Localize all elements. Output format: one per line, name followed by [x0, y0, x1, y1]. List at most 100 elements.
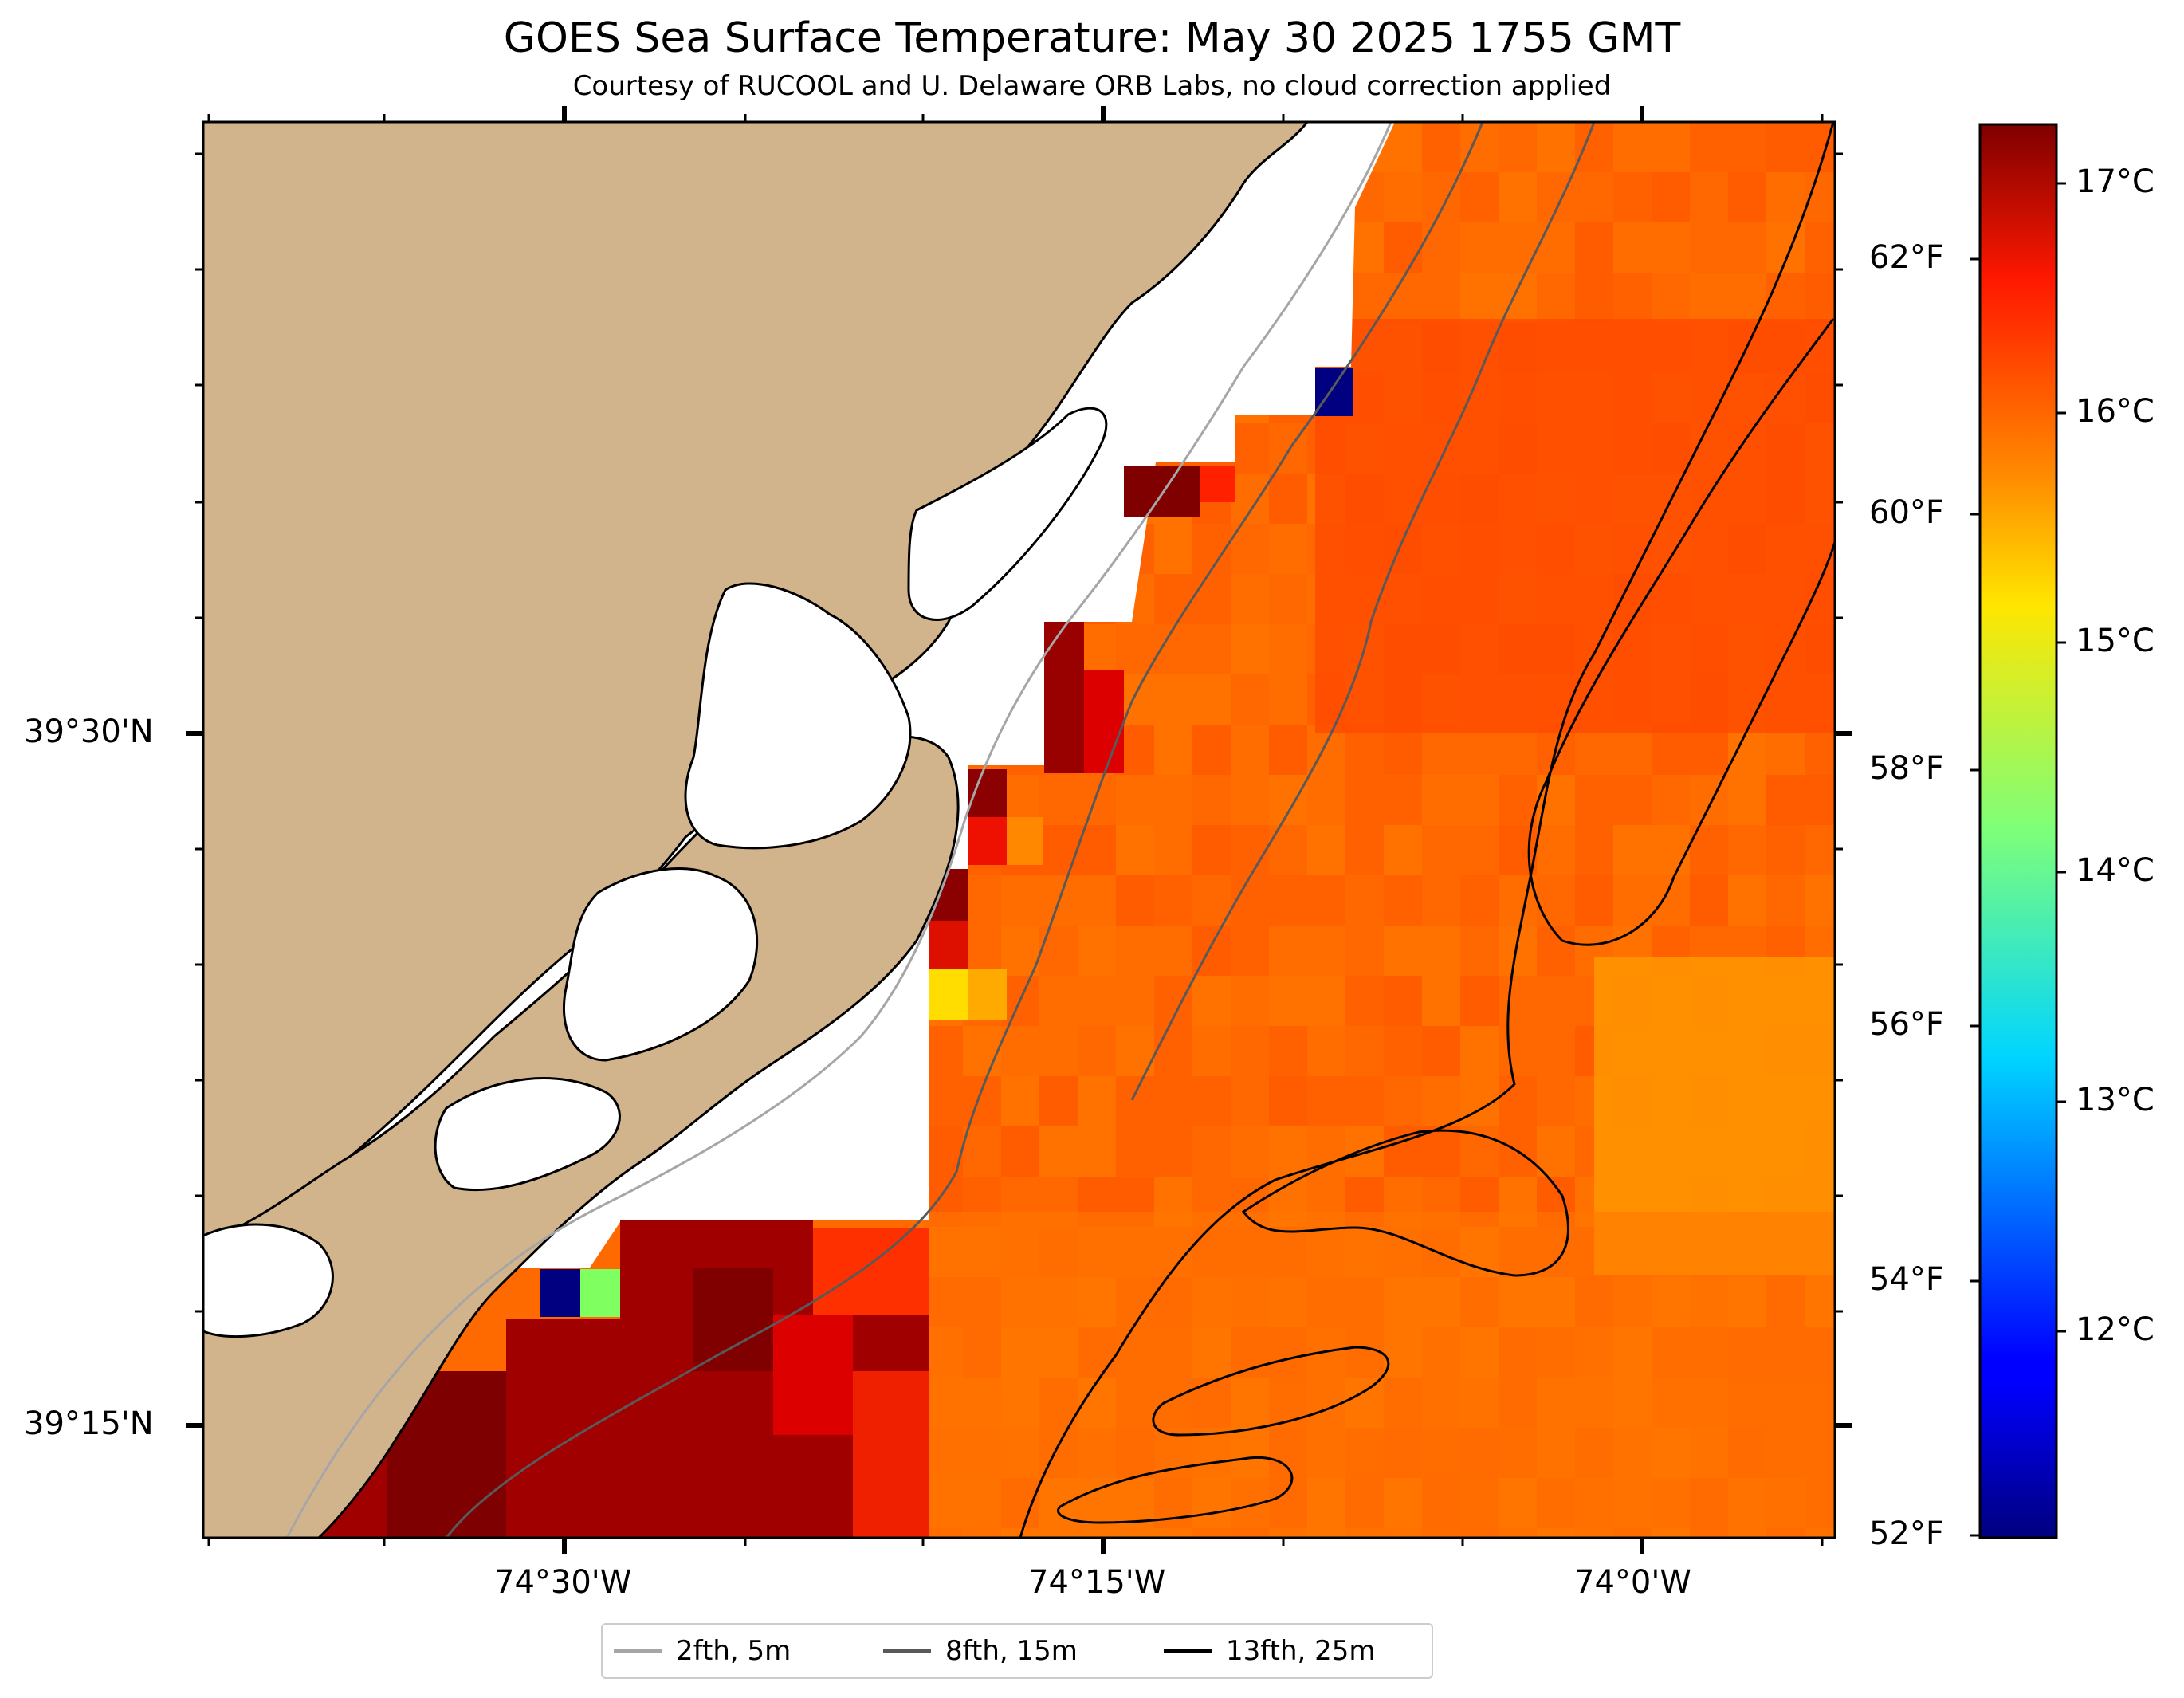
sst-pixel	[1116, 926, 1154, 976]
sst-pixel	[1231, 624, 1269, 674]
sst-pixel	[1499, 875, 1537, 926]
legend-item-8fth: 8fth, 15m	[883, 1625, 1078, 1677]
contour-13fth-ridge	[1241, 1129, 1569, 1277]
sst-pixel	[1766, 273, 1805, 323]
sst-pixel	[1384, 775, 1422, 825]
sst-pixel	[1613, 825, 1652, 875]
colorbar-celsius-label: 15°C	[2076, 623, 2155, 659]
sst-pixel	[1422, 1026, 1460, 1076]
sst-pixel	[1613, 273, 1652, 323]
sst-pixel	[1728, 122, 1766, 172]
sst-pixel	[1805, 875, 1835, 926]
sst-pixel	[1231, 1026, 1269, 1076]
sst-pixel	[1652, 122, 1690, 172]
sst-pixel	[1537, 273, 1575, 323]
sst-pixel	[1345, 926, 1384, 976]
sst-pixel	[1690, 273, 1728, 323]
sst-pixel	[1192, 976, 1231, 1026]
sst-pixel	[1269, 1076, 1307, 1126]
sst-cell	[1044, 622, 1084, 773]
sst-pixel	[1575, 825, 1613, 875]
sst-pixel	[1231, 725, 1269, 775]
map-area[interactable]	[203, 122, 1843, 1578]
sst-pixel	[1307, 1076, 1345, 1126]
sst-pixel	[1728, 273, 1766, 323]
sst-pixel	[1613, 122, 1652, 172]
sst-pixel	[1613, 775, 1652, 825]
sst-pixel	[1231, 1126, 1269, 1177]
sst-pixel	[1269, 674, 1307, 725]
colorbar-fahrenheit-label: 54°F	[1869, 1261, 1944, 1298]
legend-label: 13fth, 25m	[1226, 1635, 1376, 1667]
sst-pixel	[1422, 172, 1460, 222]
sst-pixel	[1192, 624, 1231, 674]
sst-pixel	[1078, 926, 1116, 976]
sst-pixel	[1269, 926, 1307, 976]
sst-pixel	[1499, 1026, 1537, 1076]
colorbar-fahrenheit-label: 58°F	[1869, 750, 1944, 787]
sst-pixel	[1422, 825, 1460, 875]
sst-pixel	[1499, 976, 1537, 1026]
sst-pixel	[1460, 273, 1499, 323]
sst-pixel	[1422, 775, 1460, 825]
latitude-label-39-30n: 39°30'N	[24, 713, 154, 750]
sst-pixel	[1078, 1076, 1116, 1126]
map-subtitle: Courtesy of RUCOOL and U. Delaware ORB L…	[572, 70, 1612, 102]
contour-legend: 2fth, 5m 8fth, 15m 13fth, 25m	[601, 1623, 1433, 1679]
sst-pixel	[1460, 172, 1499, 222]
bay-great-egg	[434, 1077, 621, 1192]
sst-pixel	[1499, 172, 1537, 222]
sst-pixel	[1192, 725, 1231, 775]
sst-pixel	[1269, 976, 1307, 1026]
sst-pixel	[1460, 1026, 1499, 1076]
longitude-label-74-0w: 74°0'W	[1574, 1564, 1691, 1601]
bay-reeds	[562, 867, 759, 1062]
sst-pixel	[1805, 273, 1835, 323]
sst-pixel	[1728, 875, 1766, 926]
sst-pixel	[1269, 574, 1307, 624]
sst-pixel	[1805, 222, 1835, 273]
sst-pixel	[1805, 775, 1835, 825]
sst-pixel	[1384, 976, 1422, 1026]
sst-pixel	[1537, 875, 1575, 926]
sst-pixel	[1499, 1076, 1537, 1126]
sst-pixel	[1154, 725, 1192, 775]
sst-pixel	[963, 1126, 1001, 1177]
colorbar-celsius-label: 17°C	[2076, 163, 2155, 200]
sst-pixel	[925, 1026, 963, 1076]
sst-pixel	[1039, 1026, 1078, 1076]
sst-pixel	[925, 1076, 963, 1126]
sst-pixel	[1001, 775, 1039, 825]
sst-pixel	[1001, 1126, 1039, 1177]
sst-pixel	[1460, 825, 1499, 875]
sst-cell-cool	[929, 969, 968, 1020]
sst-pixel	[1499, 122, 1537, 172]
sst-pixel	[1766, 875, 1805, 926]
sst-pixel	[1575, 775, 1613, 825]
legend-swatch	[1164, 1649, 1212, 1653]
sst-pixel	[1078, 875, 1116, 926]
sst-pixel	[1690, 122, 1728, 172]
sst-pixel	[1192, 1126, 1231, 1177]
sst-pixel	[1231, 1076, 1269, 1126]
sst-pixel	[1269, 1126, 1307, 1177]
sst-pixel	[1154, 875, 1192, 926]
sst-pixel	[1231, 976, 1269, 1026]
sst-pixel	[1613, 222, 1652, 273]
sst-pixel	[1345, 1076, 1384, 1126]
sst-pixel	[1384, 825, 1422, 875]
contour-13fth	[1019, 122, 1835, 1538]
sst-cell-outlier-cold	[1315, 368, 1353, 416]
sst-pixel	[1575, 273, 1613, 323]
sst-pixel	[1192, 875, 1231, 926]
bay-great-bay	[684, 582, 912, 850]
sst-pixel	[1690, 172, 1728, 222]
colorbar-fahrenheit-label: 60°F	[1869, 494, 1944, 531]
sst-pixel	[1575, 222, 1613, 273]
sst-patch-s	[917, 1212, 1835, 1538]
sst-pixel	[1766, 775, 1805, 825]
sst-pixel	[1192, 674, 1231, 725]
sst-pixel	[1116, 1076, 1154, 1126]
sst-pixel	[1499, 222, 1537, 273]
